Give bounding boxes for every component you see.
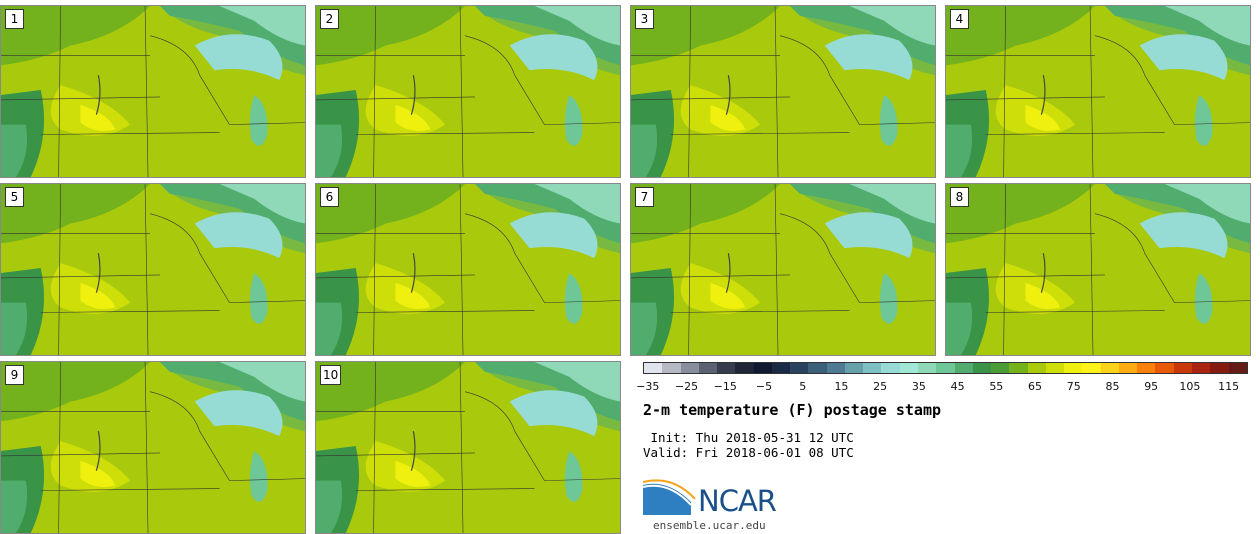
colorbar-tick-labels: −35 −25 −15 −5 5 15 25 35 45 55 65 75 85 95 105 115 [636, 380, 1248, 394]
colorbar-tick: −35 [636, 380, 660, 393]
panel-number-label: 1 [5, 9, 24, 29]
colorbar-swatch [863, 363, 882, 373]
colorbar-swatch [735, 363, 754, 373]
colorbar-swatch [1009, 363, 1028, 373]
colorbar-tick: 15 [834, 380, 849, 393]
ncar-logo-icon [643, 479, 696, 515]
map-title: 2-m temperature (F) postage stamp [643, 401, 942, 419]
colorbar-swatch [826, 363, 845, 373]
colorbar-tick: 65 [1028, 380, 1043, 393]
temperature-colorbar [643, 362, 1248, 374]
colorbar-swatch [662, 363, 681, 373]
colorbar-swatch [1118, 363, 1138, 373]
colorbar-swatch [680, 363, 699, 373]
map-panel: 3 [630, 5, 936, 178]
colorbar-tick: 85 [1105, 380, 1120, 393]
colorbar-tick: −25 [674, 380, 699, 393]
colorbar-swatch [1228, 363, 1247, 373]
map-panel: 10 [315, 361, 621, 534]
colorbar-swatch [771, 363, 791, 373]
colorbar-tick: 95 [1144, 380, 1159, 393]
colorbar-swatch [808, 363, 827, 373]
colorbar-swatch [844, 363, 864, 373]
valid-time: Valid: Fri 2018-06-01 08 UTC [643, 445, 854, 460]
colorbar-swatch [698, 363, 718, 373]
colorbar-tick: −15 [713, 380, 737, 393]
colorbar-swatch [972, 363, 992, 373]
map-panel: 6 [315, 183, 621, 356]
panel-number-label: 4 [950, 9, 969, 29]
map-panel: 7 [630, 183, 936, 356]
panel-number-label: 6 [320, 187, 339, 207]
colorbar-swatch [1173, 363, 1192, 373]
colorbar-tick: 45 [950, 380, 965, 393]
map-panel: 5 [0, 183, 306, 356]
website-link[interactable]: ensemble.ucar.edu [653, 519, 766, 532]
map-panel: 8 [945, 183, 1251, 356]
colorbar-swatch [1210, 363, 1229, 373]
colorbar-swatch [917, 363, 937, 373]
colorbar-swatch [1191, 363, 1211, 373]
init-time: Init: Thu 2018-05-31 12 UTC [643, 430, 854, 445]
colorbar-swatch [1155, 363, 1174, 373]
panel-number-label: 8 [950, 187, 969, 207]
colorbar-swatch [790, 363, 809, 373]
colorbar-swatch [753, 363, 772, 373]
map-panel: 1 [0, 5, 306, 178]
colorbar-swatch [1137, 363, 1156, 373]
map-panel: 4 [945, 5, 1251, 178]
colorbar-swatch [991, 363, 1010, 373]
colorbar-tick: 55 [989, 380, 1004, 393]
colorbar-tick: 5 [799, 380, 807, 393]
panel-number-label: 3 [635, 9, 654, 29]
colorbar-tick: 35 [911, 380, 926, 393]
colorbar-swatch [644, 363, 663, 373]
panel-number-label: 5 [5, 187, 24, 207]
map-panel: 9 [0, 361, 306, 534]
colorbar-tick: 75 [1066, 380, 1081, 393]
colorbar-swatch [881, 363, 900, 373]
panel-number-label: 2 [320, 9, 339, 29]
colorbar-swatch [899, 363, 918, 373]
panel-number-label: 7 [635, 187, 654, 207]
colorbar-swatch [1027, 363, 1046, 373]
colorbar-tick: 105 [1179, 380, 1201, 393]
colorbar-tick: 25 [873, 380, 888, 393]
colorbar-swatch [1082, 363, 1101, 373]
colorbar-swatch [717, 363, 736, 373]
colorbar-swatch [1045, 363, 1065, 373]
ncar-logo-text: NCAR [698, 484, 777, 518]
panel-number-label: 10 [320, 365, 342, 385]
map-panel: 2 [315, 5, 621, 178]
colorbar-tick: −5 [755, 380, 773, 393]
panel-number-label: 9 [5, 365, 24, 385]
colorbar-swatch [1100, 363, 1119, 373]
colorbar-swatch [954, 363, 973, 373]
colorbar-swatch [936, 363, 955, 373]
colorbar-tick: 115 [1218, 380, 1240, 393]
colorbar-swatch [1064, 363, 1083, 373]
